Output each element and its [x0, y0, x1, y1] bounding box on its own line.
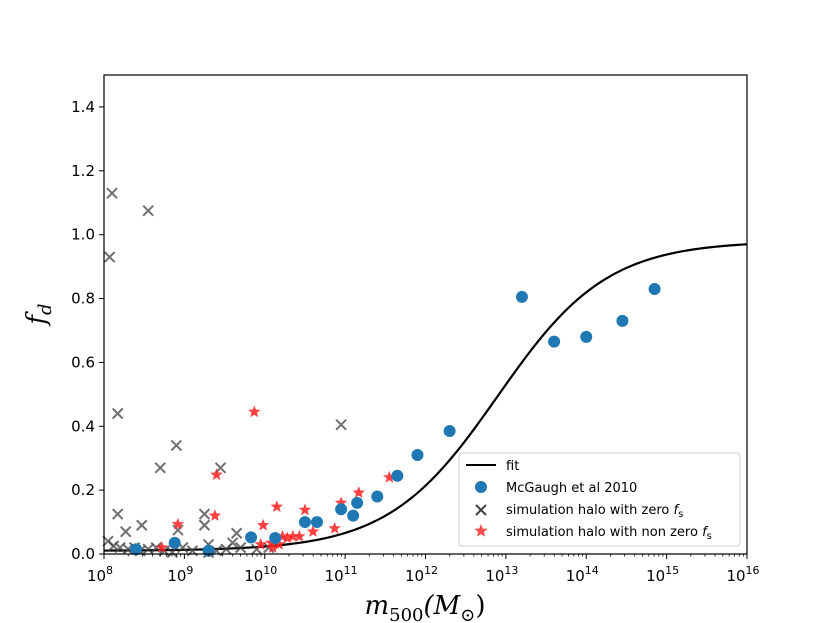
axis-ticks: 0.0 0.2 0.4 0.6 0.8 1.0 1.2 1.4 108 109 1010 1011 10…	[71, 98, 759, 585]
nonzero-fs-point	[276, 529, 289, 542]
mcgaugh-point	[351, 496, 364, 509]
nonzero-fs-point	[306, 525, 320, 537]
nonzero-fs-point	[248, 405, 261, 418]
nonzero-fs-point	[281, 531, 294, 544]
legend-nonzero-fs-marker	[474, 524, 488, 537]
mcgaugh-point	[130, 543, 143, 556]
legend-fit-label: fit	[506, 459, 519, 474]
mcgaugh-point	[371, 490, 384, 503]
svg-text:m500(M⊙): m500(M⊙)	[364, 591, 485, 623]
nonzero-fs-point	[266, 541, 279, 553]
nonzero-fs-point	[257, 518, 270, 531]
mcgaugh-point	[548, 335, 561, 348]
nonzero-fs-point	[293, 529, 306, 542]
mcgaugh-point	[269, 532, 282, 545]
nonzero-fs-point	[273, 537, 286, 550]
legend-zero-fs-marker	[475, 504, 487, 516]
x-tick-label: 1015	[646, 564, 679, 585]
legend: fit McGaugh et al 2010 simulation halo w…	[458, 452, 741, 547]
zero-fs-point	[170, 439, 183, 452]
nonzero-fs-point	[352, 486, 365, 498]
zero-fs-point	[106, 187, 118, 199]
y-tick-label: 0.4	[71, 417, 95, 435]
nonzero-fs-point	[254, 537, 267, 550]
legend-mcgaugh-marker	[475, 481, 487, 493]
y-tick-label: 0.6	[71, 353, 95, 371]
zero-fs-point	[136, 519, 148, 531]
mcgaugh-point	[616, 314, 629, 327]
zero-fs-point	[166, 546, 179, 559]
mcgaugh-point	[168, 536, 181, 549]
zero-fs-point	[142, 205, 154, 217]
y-tick-label: 1.0	[71, 226, 95, 244]
mcgaugh-point	[335, 503, 348, 516]
mcgaugh-point	[391, 469, 404, 482]
mcgaugh-point	[310, 516, 323, 529]
nonzero-fs-point	[171, 517, 185, 530]
legend-box	[458, 452, 741, 547]
mcgaugh-point	[347, 509, 360, 522]
zero-fs-point	[111, 407, 124, 420]
y-axis-label: fd	[22, 303, 56, 326]
zero-fs-point	[226, 537, 239, 549]
x-tick-label: 108	[87, 564, 113, 585]
mcgaugh-point	[298, 516, 311, 529]
nonzero-fs-point	[328, 522, 341, 534]
svg-text:fd: fd	[22, 303, 56, 326]
nonzero-fs-point	[208, 509, 222, 521]
y-tick-label: 1.4	[71, 98, 95, 116]
zero-fs-point	[335, 418, 347, 431]
y-tick-label: 0.0	[71, 545, 95, 563]
plot-area	[102, 187, 748, 559]
mcgaugh-point	[443, 425, 456, 438]
zero-fs-point	[103, 251, 116, 263]
mcgaugh-point	[580, 330, 593, 343]
nonzero-fs-point	[298, 503, 312, 516]
zero-fs-point	[198, 508, 211, 520]
x-tick-label: 109	[167, 564, 193, 585]
y-tick-label: 0.8	[71, 290, 95, 308]
zero-fs-point	[230, 527, 243, 539]
y-tick-label: 1.2	[71, 162, 95, 180]
x-tick-label: 1014	[566, 564, 599, 585]
x-tick-label: 1016	[726, 564, 759, 585]
x-tick-label: 1013	[485, 564, 518, 585]
zero-fs-point	[119, 525, 132, 538]
x-tick-label: 1011	[325, 564, 358, 585]
legend-mcgaugh-label: McGaugh et al 2010	[506, 481, 637, 496]
zero-fs-point	[154, 462, 166, 474]
nonzero-fs-point	[210, 468, 223, 481]
x-tick-label: 1012	[405, 564, 438, 585]
x-tick-label: 1010	[244, 564, 277, 585]
mcgaugh-point	[648, 282, 661, 295]
legend-nonzero-fs-label: simulation halo with non zero fs	[506, 525, 712, 542]
mcgaugh-point	[515, 290, 528, 303]
nonzero-fs-point	[270, 500, 283, 512]
mcgaugh-point	[411, 449, 424, 462]
nonzero-fs-point	[383, 470, 396, 483]
zero-fs-point	[111, 508, 124, 520]
x-axis-label: m500(M⊙)	[364, 591, 485, 623]
zero-fs-point	[234, 541, 247, 554]
zero-fs-point	[198, 519, 211, 531]
mcgaugh-point	[245, 531, 258, 544]
nonzero-fs-point	[155, 541, 169, 553]
zero-fs-point	[172, 524, 184, 536]
y-tick-label: 0.2	[71, 481, 95, 499]
nonzero-fs-point	[286, 529, 300, 542]
legend-zero-fs-label: simulation halo with zero fs	[506, 503, 683, 520]
nonzero-fs-point	[334, 496, 348, 509]
